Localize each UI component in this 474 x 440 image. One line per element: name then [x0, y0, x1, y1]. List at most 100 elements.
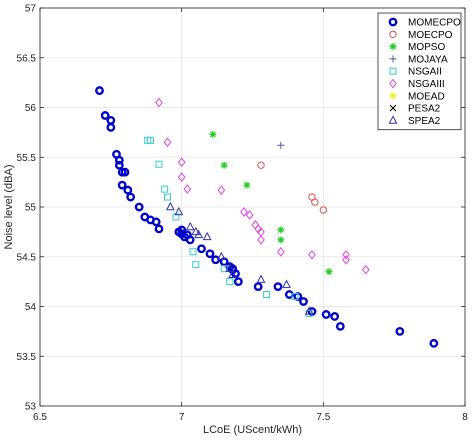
point-nsgaiii: [276, 246, 285, 257]
point-nsgaii: [291, 293, 299, 301]
x-axis-title: LCoE (UScent/kWh): [203, 424, 302, 436]
axis-ticks: 6.5 7 7.5 8 53 53.5 54 54.5 55 55.5 56 56.5 57: [17, 4, 469, 424]
legend-label-nsgaii: NSGAII: [408, 67, 442, 78]
point-momecpo: [273, 282, 283, 291]
point-momecpo: [114, 160, 124, 170]
y-tick-label: 53.5: [17, 352, 37, 363]
point-mopso: [277, 226, 285, 234]
series-spea2: [165, 201, 314, 315]
point-momecpo: [330, 312, 340, 321]
point-momecpo: [100, 111, 110, 120]
legend-label-momecpo: MOMECPO: [408, 18, 461, 29]
point-momecpo: [197, 244, 206, 254]
legend-marker-momecpo: [388, 17, 398, 27]
legend-marker-nsgaii: [389, 67, 397, 75]
point-moecpo: [257, 161, 265, 169]
legend-label-mopso: MOPSO: [408, 42, 445, 53]
point-spea2: [202, 231, 212, 241]
point-nsgaiii: [240, 207, 248, 217]
y-tick-label: 55.5: [17, 153, 37, 164]
series-nsgaiii: [155, 97, 370, 275]
point-momecpo: [114, 155, 124, 165]
legend-label-nsgaiii: NSGAIII: [408, 79, 445, 90]
y-tick-label: 56.5: [17, 53, 37, 64]
point-mopso: [277, 236, 285, 244]
y-tick-label: 53: [25, 402, 37, 413]
legend-label-moead: MOEAD: [408, 91, 445, 102]
point-mopso: [243, 181, 251, 189]
point-spea2: [194, 229, 204, 239]
legend-label-mojaya: MOJAYA: [408, 54, 448, 65]
point-nsgaiii: [217, 185, 226, 195]
point-spea2: [225, 263, 235, 272]
point-nsgaii: [226, 278, 234, 286]
point-spea2: [185, 221, 195, 231]
point-nsgaiii: [342, 249, 350, 260]
point-moecpo: [311, 198, 319, 206]
point-nsgaii: [263, 291, 271, 299]
legend-marker-mojaya: [389, 55, 397, 63]
legend-marker-pesa2: [389, 104, 397, 112]
point-mopso: [220, 161, 228, 169]
point-spea2: [256, 274, 266, 283]
point-mojaya: [277, 141, 285, 149]
point-nsgaiii: [177, 172, 186, 182]
point-momecpo: [151, 217, 161, 227]
point-nsgaii: [144, 136, 152, 144]
point-mopso: [325, 268, 333, 276]
point-momecpo: [284, 290, 294, 299]
point-momecpo: [126, 192, 136, 202]
point-moecpo: [319, 206, 328, 214]
point-nsgaii: [164, 193, 171, 201]
point-momecpo: [233, 277, 243, 287]
series-mojaya: [277, 141, 285, 149]
point-spea2: [304, 306, 314, 315]
point-momecpo: [253, 282, 263, 291]
point-momecpo: [395, 326, 405, 336]
point-spea2: [228, 269, 238, 278]
point-spea2: [174, 206, 184, 216]
point-nsgaiii: [183, 184, 192, 194]
point-momecpo: [123, 185, 133, 195]
y-tick-label: 57: [25, 4, 37, 15]
point-spea2: [282, 279, 291, 288]
legend-marker-spea2: [388, 115, 398, 124]
point-momecpo: [117, 180, 127, 190]
point-momecpo: [174, 227, 184, 237]
y-tick-label: 56: [25, 103, 37, 114]
point-momecpo: [154, 224, 164, 234]
point-spea2: [191, 226, 201, 236]
series-mopso: [209, 130, 333, 276]
point-spea2: [216, 251, 226, 261]
point-nsgaiii: [342, 254, 350, 265]
y-tick-label: 54.5: [17, 252, 37, 263]
point-nsgaiii: [245, 210, 254, 220]
legend-label-moecpo: MOECPO: [408, 30, 453, 41]
x-tick-label: 6.5: [33, 412, 47, 423]
point-momecpo: [95, 86, 104, 95]
legend-box: [377, 12, 462, 131]
point-nsgaiii: [155, 97, 163, 108]
x-tick-label: 7.5: [316, 412, 330, 423]
legend-marker-nsgaiii: [389, 78, 397, 89]
series-moecpo: [257, 161, 328, 214]
y-tick-label: 54: [25, 302, 37, 313]
point-nsgaiii: [308, 249, 316, 260]
point-mopso: [209, 130, 217, 138]
point-momecpo: [429, 338, 439, 348]
point-nsgaiii: [177, 157, 186, 168]
x-tick-label: 7: [179, 412, 185, 423]
point-momecpo: [134, 202, 144, 212]
x-tick-label: 8: [462, 412, 468, 423]
series-momecpo: [95, 86, 439, 348]
y-axis-title: Noise level (dBA): [3, 165, 15, 250]
point-nsgaiii: [257, 235, 265, 245]
point-momecpo: [205, 249, 215, 259]
point-momecpo: [180, 232, 189, 242]
point-momecpo: [335, 321, 345, 331]
point-spea2: [165, 201, 175, 211]
point-nsgaii: [192, 261, 200, 269]
point-nsgaiii: [163, 137, 172, 148]
